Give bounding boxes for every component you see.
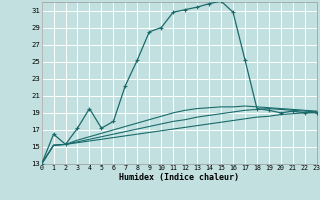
X-axis label: Humidex (Indice chaleur): Humidex (Indice chaleur) <box>119 173 239 182</box>
